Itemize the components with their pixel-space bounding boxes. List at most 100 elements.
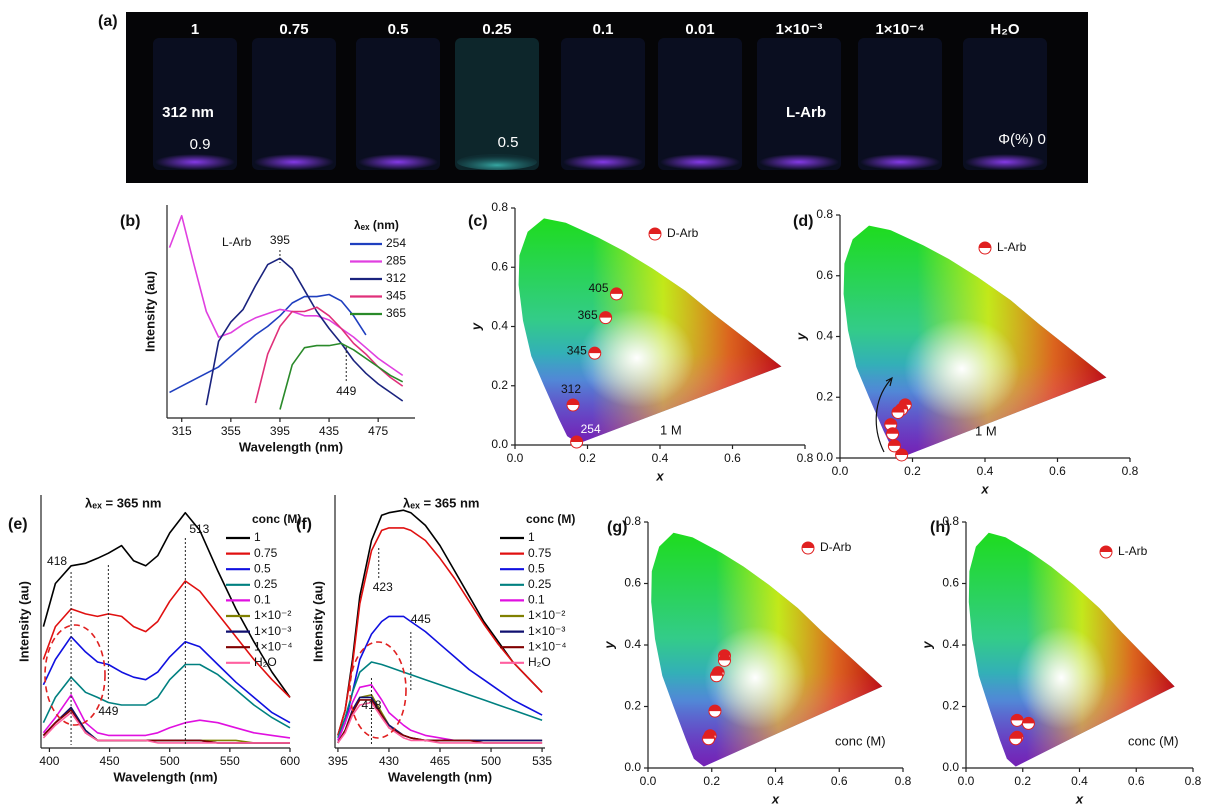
- legend-label: 0.25: [254, 577, 278, 591]
- legend-label: 0.75: [528, 546, 552, 560]
- y-tick-label: 0.2: [624, 699, 641, 713]
- legend-label: 1×10⁻³: [254, 624, 291, 638]
- x-axis-label: Wavelength (nm): [239, 439, 343, 454]
- concentration-label: 0.1: [593, 21, 614, 38]
- point-half: [718, 654, 731, 661]
- annotation: 1 M: [975, 423, 997, 438]
- x-tick-label: 395: [270, 424, 290, 438]
- data-point: [1021, 716, 1035, 730]
- x-tick-label: 0.6: [831, 774, 848, 788]
- vial: [153, 38, 237, 170]
- data-line: [337, 509, 543, 736]
- vial-glow: [965, 154, 1045, 170]
- x-axis-label: Wavelength (nm): [388, 769, 492, 784]
- quantum-yield: 0.9: [190, 136, 211, 153]
- y-axis-label: y: [793, 332, 808, 341]
- vial: [757, 38, 841, 170]
- water-quantum-yield: Φ(%) 0: [998, 131, 1046, 148]
- peak-label: 418: [361, 698, 381, 712]
- x-tick-label: 0.8: [1185, 774, 1202, 788]
- point-half: [718, 649, 731, 656]
- y-axis-label: y: [468, 322, 483, 331]
- point-half: [892, 406, 904, 413]
- data-point: [566, 398, 580, 412]
- vial-glow: [660, 154, 740, 170]
- x-tick-label: 0.6: [1128, 774, 1145, 788]
- data-line: [337, 701, 543, 744]
- panel-letter: (b): [120, 213, 140, 230]
- peak-label: 423: [373, 580, 393, 594]
- annotation: conc (M): [835, 733, 886, 748]
- y-axis-label: Intensity (au): [142, 271, 157, 352]
- data-line: [337, 684, 543, 742]
- point-half: [886, 427, 899, 434]
- data-point: [570, 435, 584, 449]
- x-tick-label: 0.2: [1014, 774, 1031, 788]
- chromaticity-gamut: [843, 225, 1107, 457]
- panel-letter: (d): [793, 213, 813, 230]
- x-tick-label: 500: [160, 754, 180, 768]
- x-tick-label: 535: [532, 754, 552, 768]
- data-point: [599, 311, 613, 325]
- legend-label: 0.5: [528, 561, 545, 575]
- legend-label: 0.25: [528, 577, 552, 591]
- vial-glow: [457, 154, 537, 170]
- data-point: [895, 448, 909, 462]
- x-tick-label: 0.0: [958, 774, 975, 788]
- data-point: [708, 704, 722, 718]
- data-line: [169, 293, 367, 394]
- data-point: [1009, 732, 1023, 746]
- y-tick-label: 0.0: [491, 437, 508, 451]
- legend-label: 0.75: [254, 546, 278, 560]
- panel-letter: (e): [8, 516, 28, 533]
- data-point: [610, 287, 623, 301]
- point-label: 312: [561, 382, 581, 396]
- x-tick-label: 600: [280, 754, 300, 768]
- data-line: [42, 663, 291, 729]
- point-half: [1022, 717, 1035, 724]
- sample-label: L-Arb: [222, 235, 252, 249]
- vial-glow: [563, 154, 643, 170]
- chromaticity-gamut: [968, 532, 1175, 767]
- concentration-label: 0.75: [279, 21, 308, 38]
- point-half: [1009, 732, 1022, 739]
- x-tick-label: 315: [172, 424, 192, 438]
- point-half: [649, 228, 661, 234]
- vial-glow: [254, 154, 334, 170]
- x-tick-label: 500: [481, 754, 501, 768]
- y-tick-label: 0.4: [491, 319, 508, 333]
- vial: [356, 38, 440, 170]
- data-point: [718, 653, 731, 667]
- point-half: [979, 242, 991, 248]
- photo-panel: (a) 1 0.75 0.5 0.25 0.1 0.01 1×10⁻³ 1×10⁻⁴ H₂O 31…: [98, 12, 1088, 183]
- vial: [658, 38, 742, 170]
- legend-label: 254: [386, 236, 406, 250]
- x-tick-label: 395: [328, 754, 348, 768]
- legend-title: conc (M): [526, 512, 575, 526]
- x-tick-label: 0.8: [895, 774, 912, 788]
- x-tick-label: 0.0: [640, 774, 657, 788]
- data-line: [42, 711, 290, 744]
- x-tick-label: 0.0: [507, 451, 524, 465]
- y-tick-label: 0.6: [624, 576, 641, 590]
- y-tick-label: 0.8: [491, 200, 508, 214]
- y-tick-label: 0.0: [942, 760, 959, 774]
- concentration-label: 1×10⁻⁴: [875, 21, 924, 38]
- vial: [963, 38, 1047, 170]
- legend-label: D-Arb: [667, 226, 699, 240]
- x-tick-label: 400: [39, 754, 59, 768]
- legend-label: 0.1: [528, 593, 545, 607]
- chromaticity-gamut: [651, 532, 883, 767]
- data-point: [710, 669, 724, 683]
- concentration-label: 0.25: [482, 21, 511, 38]
- y-tick-label: 0.6: [816, 268, 833, 282]
- legend-label: 312: [386, 271, 406, 285]
- point-label: 254: [581, 422, 601, 436]
- sample-label: L-Arb: [786, 104, 826, 121]
- legend-label: 365: [386, 306, 406, 320]
- point-label: 365: [578, 308, 598, 322]
- legend-label: 1×10⁻³: [528, 624, 565, 638]
- data-point: [886, 427, 900, 441]
- point-half: [708, 705, 721, 712]
- data-point: [887, 439, 901, 453]
